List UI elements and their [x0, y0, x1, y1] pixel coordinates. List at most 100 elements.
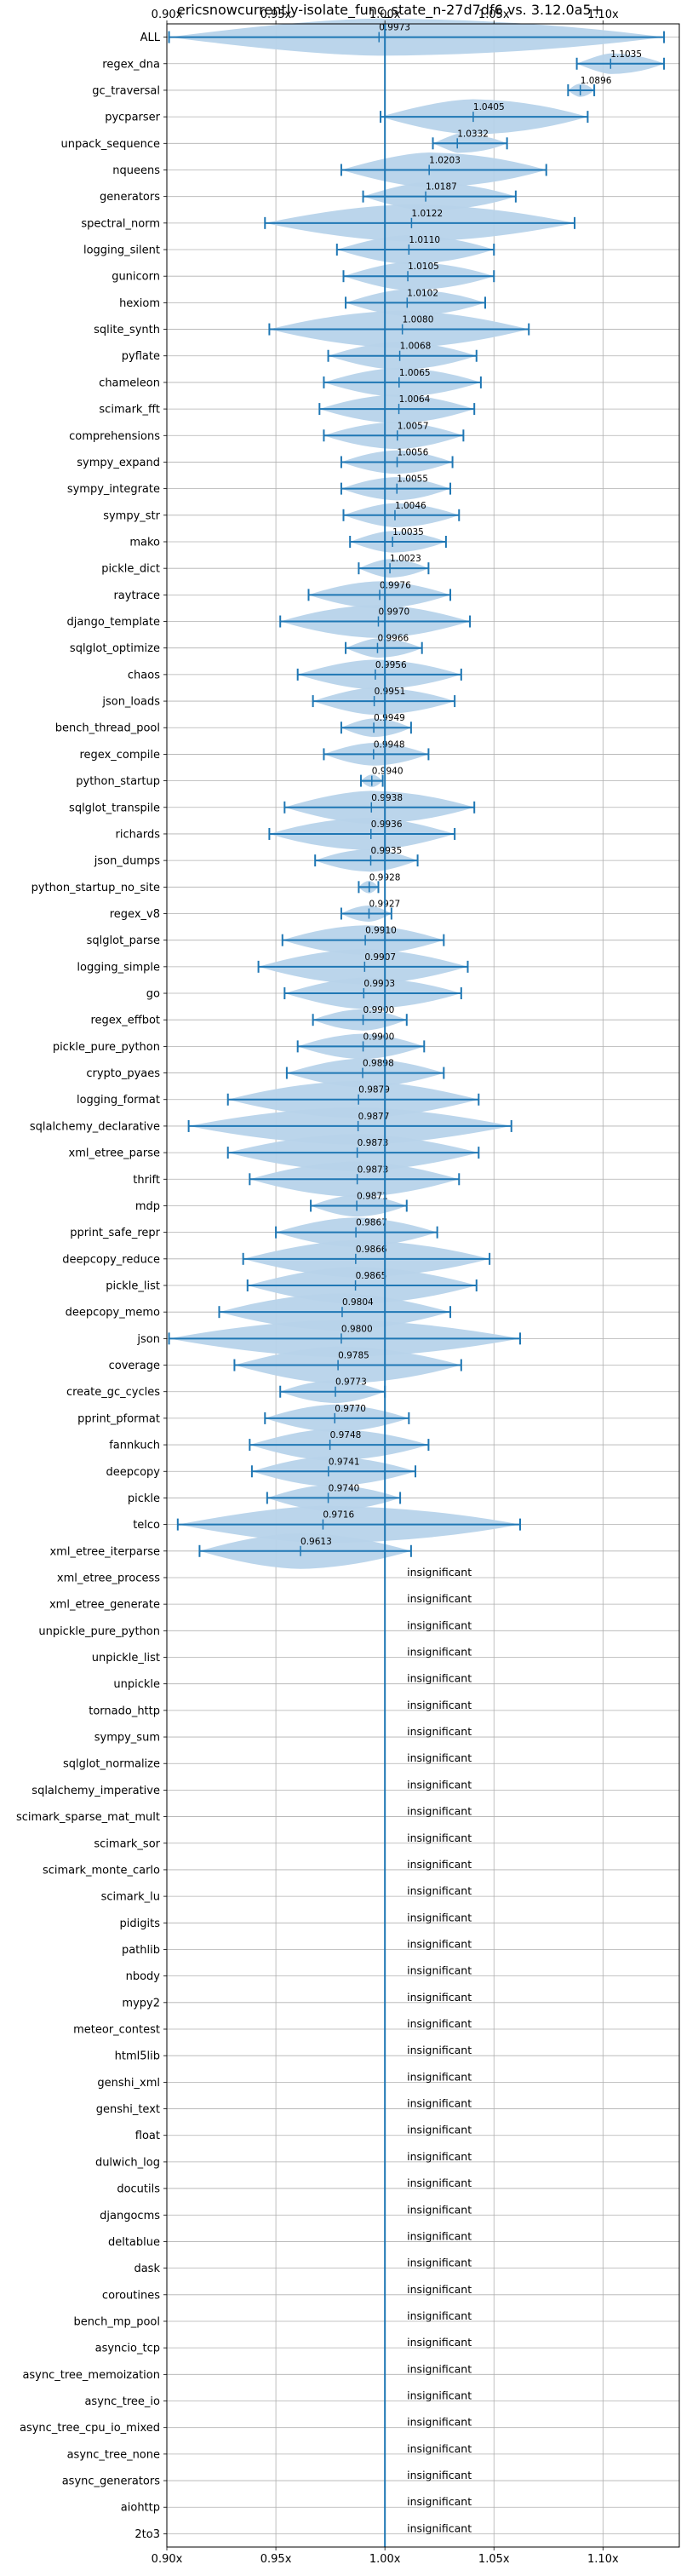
benchmark-label: aiohttp [121, 2502, 160, 2515]
insignificant-label: insignificant [407, 1937, 472, 1950]
benchmark-label: 2to3 [134, 2528, 160, 2541]
insignificant-label: insignificant [407, 2257, 472, 2269]
benchmark-label: xml_etree_parse [69, 1147, 160, 1160]
benchmark-label: docutils [117, 2183, 160, 2196]
benchmark-label: coverage [109, 1360, 160, 1372]
insignificant-label: insignificant [407, 1778, 472, 1791]
mean-value-label: 0.9970 [378, 607, 409, 618]
benchmark-label: pyflate [122, 350, 160, 363]
insignificant-label: insignificant [407, 2203, 472, 2216]
benchmark-label: bench_mp_pool [73, 2315, 160, 2328]
mean-value-label: 0.9879 [358, 1085, 390, 1095]
benchmark-label: sqlglot_normalize [63, 1758, 160, 1771]
x-tick-label-top: 1.00x [369, 9, 401, 21]
mean-value-label: 0.9867 [356, 1218, 387, 1228]
mean-value-label: 0.9935 [371, 846, 403, 856]
mean-value-label: 1.0056 [398, 447, 429, 457]
benchmark-label: json_dumps [94, 855, 160, 868]
benchmark-label: sqlite_synth [94, 324, 160, 336]
insignificant-label: insignificant [407, 2044, 472, 2056]
benchmark-label: generators [100, 191, 160, 204]
mean-value-label: 1.0055 [397, 474, 428, 485]
benchmark-label: deepcopy [106, 1466, 160, 1479]
benchmark-label: scimark_sor [94, 1837, 160, 1850]
benchmark-label: meteor_contest [73, 2024, 160, 2037]
insignificant-label: insignificant [407, 2097, 472, 2110]
benchmark-label: fannkuch [109, 1440, 160, 1452]
benchmark-label: genshi_xml [97, 2077, 160, 2090]
benchmark-label: pidigits [120, 1918, 161, 1930]
benchmark-label: sqlalchemy_declarative [30, 1120, 160, 1133]
mean-value-label: 1.0065 [399, 368, 431, 378]
mean-value-label: 1.0064 [399, 394, 431, 405]
benchmark-label: xml_etree_process [57, 1572, 160, 1584]
mean-value-label: 0.9976 [380, 580, 411, 590]
mean-value-label: 1.0068 [400, 342, 432, 352]
mean-value-label: 1.1035 [610, 49, 642, 60]
benchmark-label: telco [133, 1519, 160, 1532]
benchmark-label: bench_thread_pool [55, 722, 160, 735]
benchmark-label: unpickle_list [92, 1652, 160, 1665]
mean-value-label: 0.9716 [323, 1510, 354, 1521]
insignificant-label: insignificant [407, 1858, 472, 1871]
benchmark-label: python_startup_no_site [31, 882, 160, 894]
mean-value-label: 0.9948 [374, 739, 405, 750]
mean-value-label: 0.9748 [330, 1430, 362, 1440]
benchmark-label: pickle [128, 1492, 160, 1505]
mean-value-label: 0.9900 [363, 1005, 395, 1015]
insignificant-label: insignificant [407, 1964, 472, 1977]
benchmark-label: pickle_list [106, 1280, 160, 1293]
benchmark-label: spectral_norm [81, 217, 160, 230]
mean-value-label: 0.9804 [342, 1297, 374, 1308]
mean-value-label: 1.0057 [398, 421, 429, 431]
benchmark-label: chameleon [99, 377, 160, 389]
benchmark-label: unpickle_pure_python [38, 1625, 160, 1638]
benchmark-label: pathlib [122, 1944, 160, 1957]
mean-value-label: 0.9940 [372, 767, 403, 777]
insignificant-label: insignificant [407, 2283, 472, 2296]
benchmark-label: sqlglot_transpile [69, 802, 160, 814]
benchmark-label: tornado_http [89, 1705, 160, 1717]
benchmark-label: gunicorn [112, 271, 160, 284]
benchmark-label: mypy2 [122, 1997, 160, 2010]
mean-value-label: 0.9866 [356, 1245, 387, 1255]
x-tick-label-top: 1.10x [587, 9, 619, 21]
benchmark-label: json [136, 1333, 160, 1346]
insignificant-label: insignificant [407, 1672, 472, 1685]
benchmark-label: dask [134, 2263, 160, 2275]
x-tick-label-bottom: 0.90x [152, 2553, 183, 2566]
insignificant-label: insignificant [407, 1805, 472, 1818]
benchmark-label: hexiom [119, 297, 160, 310]
mean-value-label: 1.0405 [473, 102, 505, 112]
mean-value-label: 0.9873 [358, 1164, 389, 1175]
benchmark-label: coroutines [102, 2289, 160, 2302]
insignificant-label: insignificant [407, 2416, 472, 2429]
benchmark-label: scimark_lu [101, 1891, 160, 1904]
benchmark-label: djangocms [100, 2210, 160, 2222]
mean-value-label: 1.0122 [411, 209, 443, 219]
benchmark-label: async_tree_memoization [22, 2369, 160, 2382]
benchmark-label: xml_etree_generate [49, 1599, 160, 1612]
benchmark-label: deepcopy_reduce [62, 1253, 160, 1266]
benchmark-label: async_tree_io [84, 2395, 160, 2408]
insignificant-label: insignificant [407, 2176, 472, 2189]
mean-value-label: 1.0203 [429, 155, 461, 165]
insignificant-label: insignificant [407, 1991, 472, 2004]
benchmark-label: regex_compile [79, 749, 160, 762]
benchmark-label: ALL [140, 32, 161, 44]
benchmark-label: pprint_safe_repr [70, 1227, 160, 1239]
insignificant-label: insignificant [407, 2150, 472, 2163]
benchmark-label: scimark_sparse_mat_mult [16, 1811, 160, 1824]
insignificant-label: insignificant [407, 2336, 472, 2349]
mean-value-label: 1.0110 [409, 235, 440, 245]
mean-value-label: 0.9741 [329, 1457, 360, 1467]
benchmark-label: comprehensions [69, 430, 160, 443]
benchmark-label: sympy_str [103, 509, 160, 522]
insignificant-label: insignificant [407, 2070, 472, 2083]
mean-value-label: 1.0105 [408, 262, 439, 272]
benchmark-label: mako [129, 536, 160, 549]
benchmark-label: nbody [126, 1970, 161, 1983]
x-tick-label-bottom: 1.05x [478, 2553, 510, 2566]
benchmark-label: django_template [67, 616, 160, 629]
